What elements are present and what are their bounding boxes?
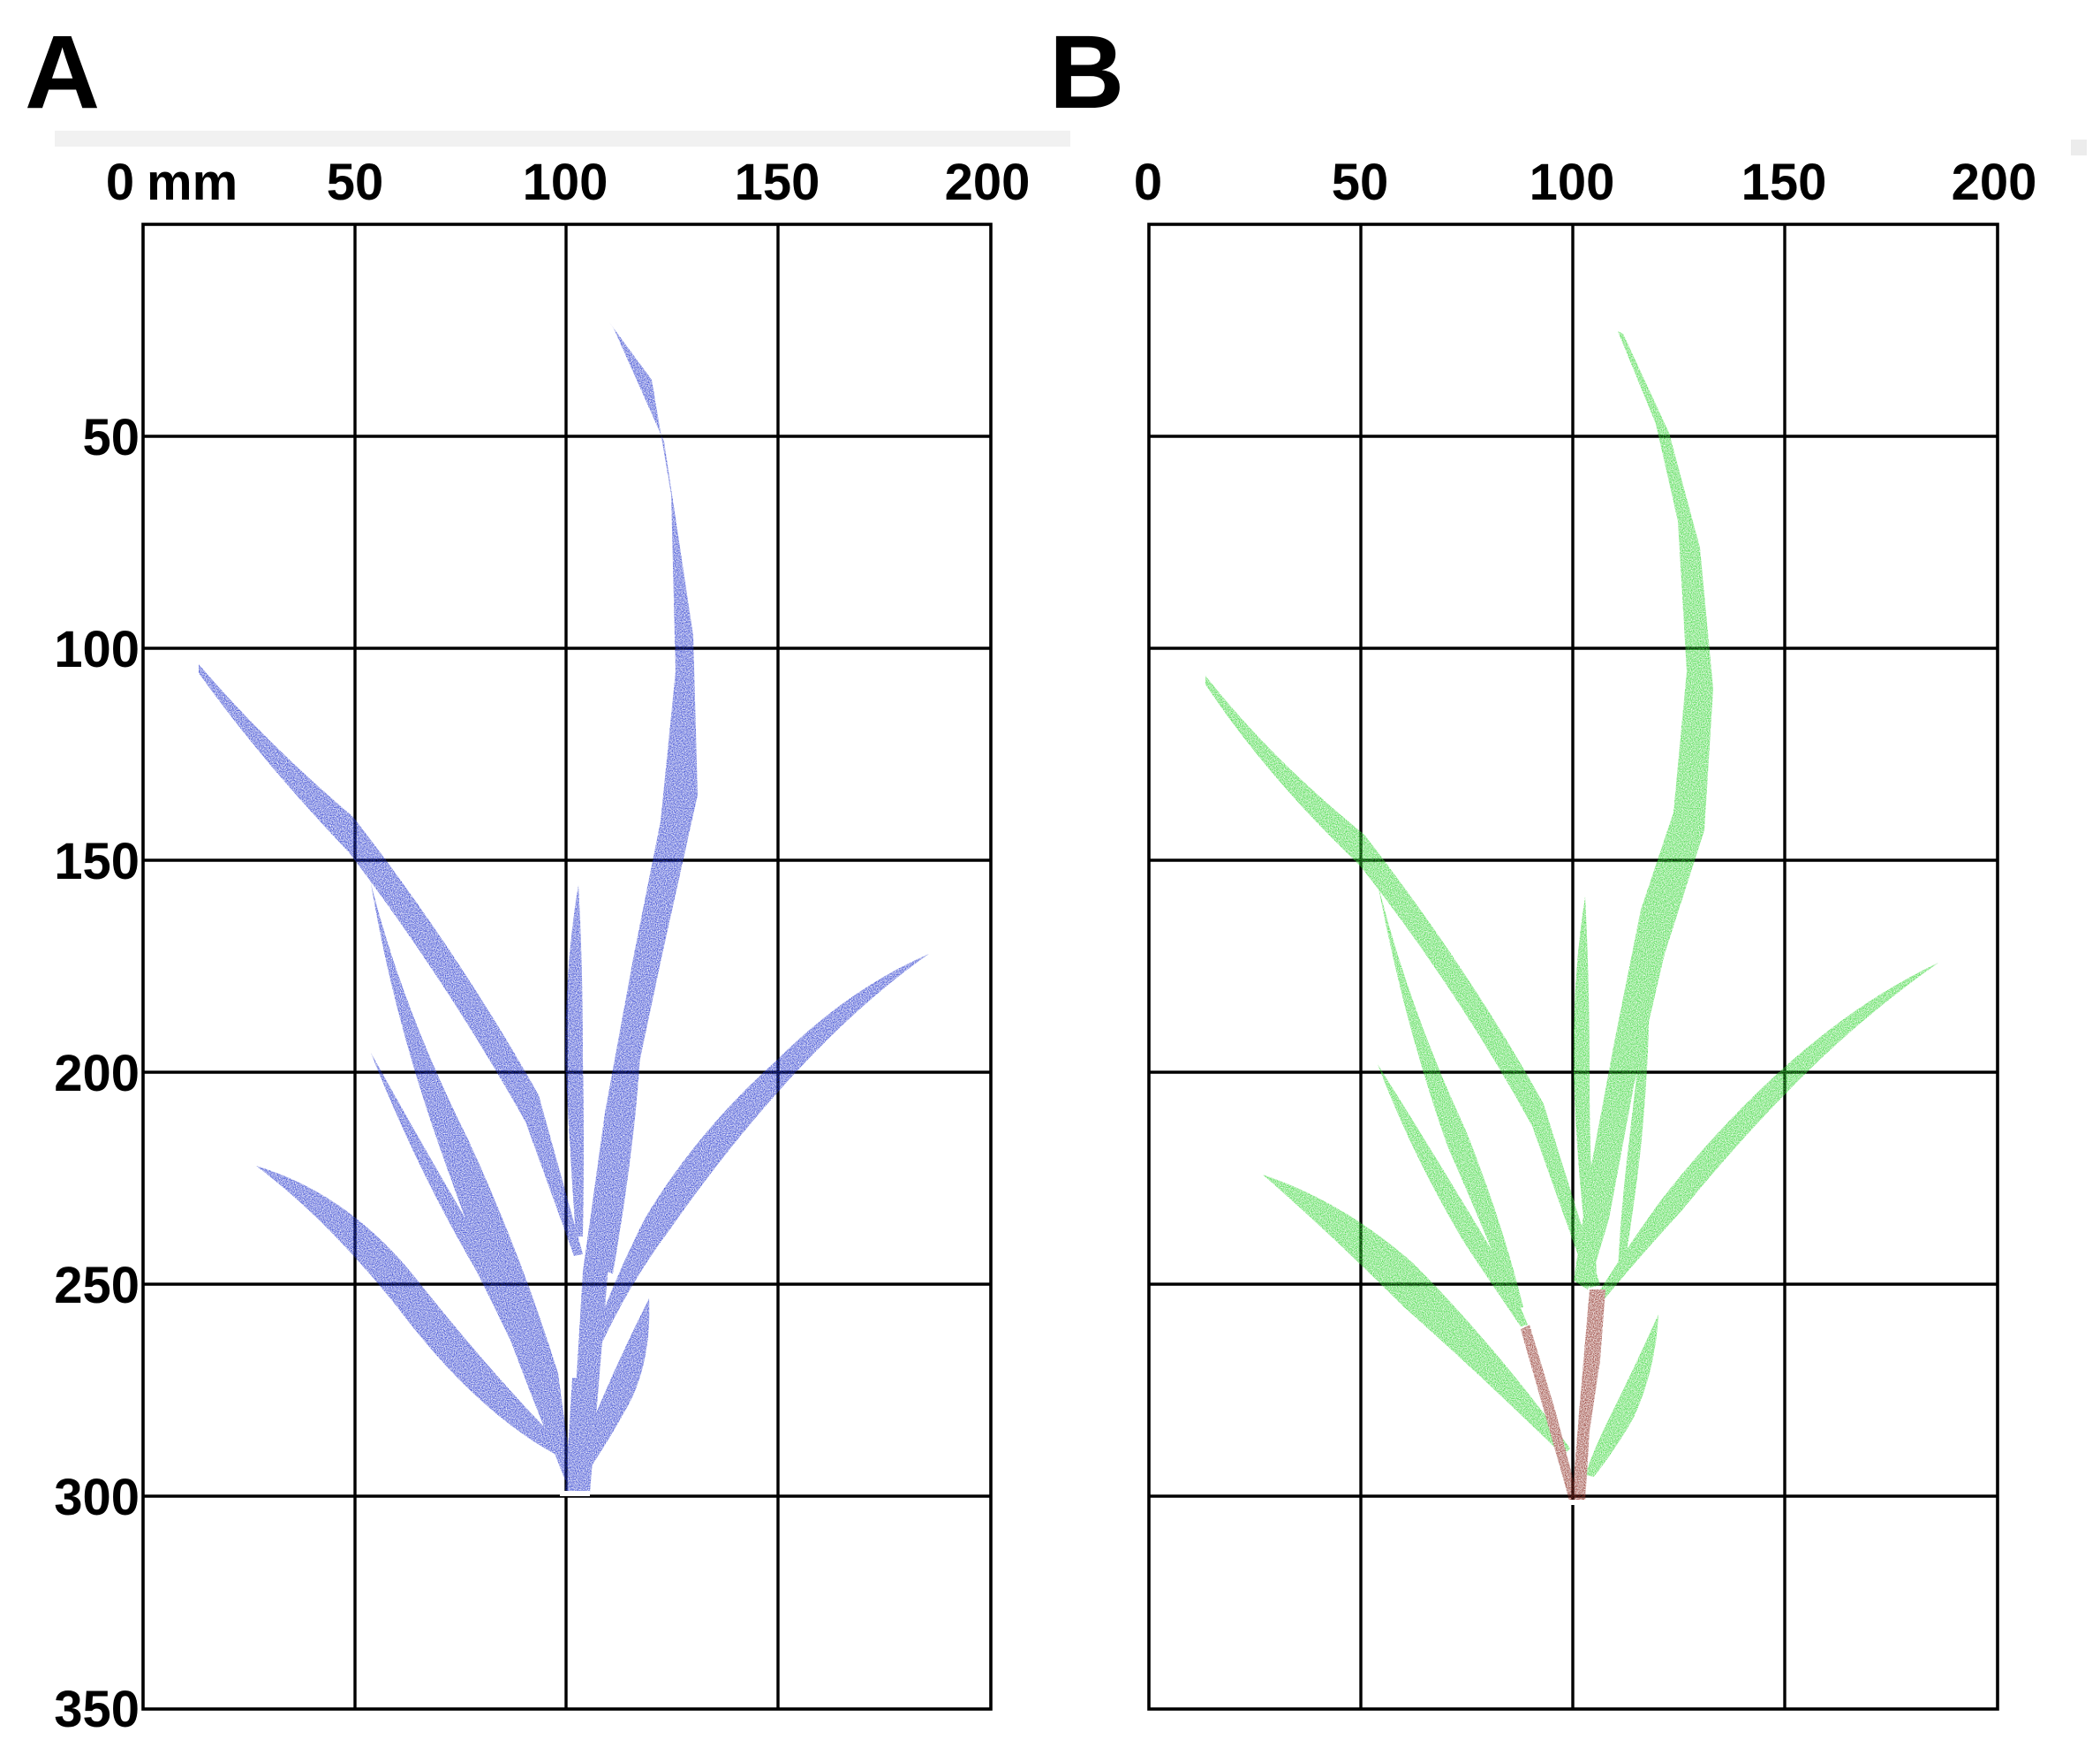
panel-letter-b: B <box>1049 14 1124 131</box>
corner-mark <box>2071 140 2087 155</box>
panel-b: B 0 50 100 150 200 <box>1049 14 2087 1711</box>
plant-leaf <box>371 1053 570 1459</box>
y-tick-label: 200 <box>54 1045 140 1102</box>
separator-bar <box>55 131 1070 147</box>
panel-letter-a: A <box>25 14 100 131</box>
x-tick-label: 150 <box>735 154 820 211</box>
plant-stem <box>565 1378 586 1493</box>
y-tick-label: 100 <box>54 621 140 678</box>
y-tick-label: 350 <box>54 1681 140 1738</box>
plant-a <box>199 322 929 1493</box>
x-tick-label: 50 <box>327 154 384 211</box>
plant-b <box>1205 331 1938 1503</box>
x-tick-label: 200 <box>945 154 1031 211</box>
plot-frame-b <box>1147 223 1999 1711</box>
plant-leaf <box>608 964 643 1274</box>
x-tick-label: 200 <box>1952 154 2037 211</box>
plant-leaf <box>256 1166 565 1457</box>
y-axis-ticks-a: 50 100 150 200 250 300 350 <box>54 409 140 1738</box>
plant-leaf <box>1618 976 1650 1274</box>
plant-stem <box>1572 1289 1605 1501</box>
plant-stem <box>1521 1325 1579 1503</box>
plant-leaf <box>199 664 583 1256</box>
y-tick-label: 250 <box>54 1257 140 1314</box>
plant-leaf <box>1574 331 1713 1289</box>
x-tick-label: 50 <box>1332 154 1389 211</box>
x-tick-label: 0 <box>1134 154 1162 211</box>
stem-base-mark <box>560 1491 590 1496</box>
plant-leaf <box>574 1298 650 1479</box>
plant-leaf <box>565 885 584 1237</box>
y-tick-label: 150 <box>54 833 140 890</box>
x-tick-label: 0 <box>106 154 134 211</box>
plant-leaf <box>1205 676 1600 1288</box>
x-unit-label: mm <box>147 154 238 211</box>
x-tick-label: 100 <box>1530 154 1615 211</box>
plot-frame-a <box>141 223 993 1711</box>
plant-leaf <box>1585 1314 1658 1477</box>
x-tick-label: 150 <box>1741 154 1827 211</box>
y-tick-label: 300 <box>54 1469 140 1526</box>
y-tick-label: 50 <box>82 409 140 466</box>
plant-leaf <box>371 883 572 1480</box>
x-axis-ticks-a: 0 mm 50 100 150 200 <box>106 154 1031 211</box>
plant-leaf <box>1263 1175 1570 1456</box>
plant-leaf <box>1378 883 1523 1309</box>
plant-leaf <box>570 322 698 1493</box>
panel-a: A 0 mm 50 100 150 200 50 100 150 200 250… <box>25 14 1030 1738</box>
stem-base-mark <box>1567 1500 1593 1505</box>
plant-leaf <box>1573 896 1597 1272</box>
x-axis-ticks-b: 0 50 100 150 200 <box>1134 154 2037 211</box>
grid-b <box>1149 224 1998 1709</box>
x-tick-label: 100 <box>523 154 608 211</box>
plant-leaf <box>1378 1064 1528 1327</box>
